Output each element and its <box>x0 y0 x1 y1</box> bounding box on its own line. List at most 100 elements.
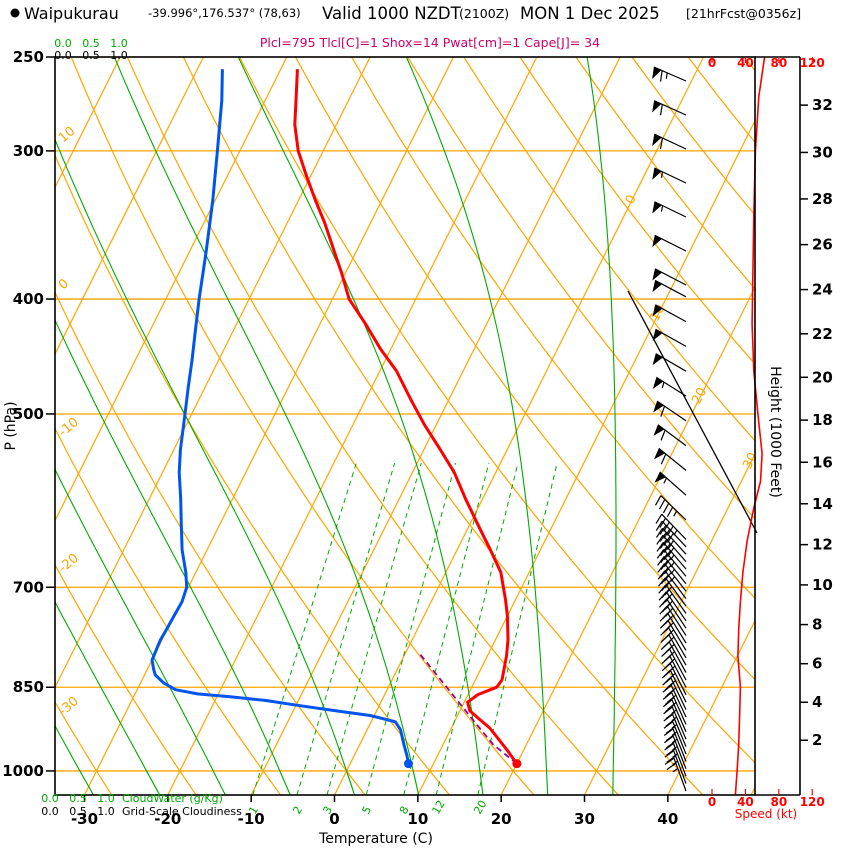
wind-barb-full <box>666 748 676 756</box>
isotherm-line <box>333 57 705 795</box>
wind-barb-staff <box>656 400 687 422</box>
cloudiness-scale-title: Grid-Scale Cloudiness <box>122 805 242 818</box>
wind-barb-full <box>663 543 671 554</box>
height-tick-label: 18 <box>812 411 833 429</box>
isotherm-line <box>55 57 205 356</box>
dry-adiabat-line <box>519 57 755 365</box>
wind-barb-full <box>663 564 672 575</box>
wind-barb-full <box>664 579 673 589</box>
mixing-ratio-label: 20 <box>471 798 489 817</box>
dry-adiabat-line <box>294 57 755 681</box>
theta-label: -20 <box>56 551 82 576</box>
wind-barb-half <box>672 767 679 773</box>
moist-adiabat-line <box>405 57 549 795</box>
stability-indices: Plcl=795 Tlcl[C]=1 Shox=14 Pwat[cm]=1 Ca… <box>260 35 600 50</box>
wind-barb-pennant <box>652 280 663 293</box>
dry-adiabat-line <box>55 290 366 795</box>
pressure-tick-label: 300 <box>13 142 44 160</box>
wind-barb-full <box>663 728 674 736</box>
wind-barb-pennant <box>653 448 666 460</box>
wind-barb-half <box>672 760 678 766</box>
dry-adiabat-line <box>55 153 451 795</box>
wind-barb-full <box>661 581 670 592</box>
surface-dewpoint-dot <box>403 759 413 769</box>
dry-adiabat-line <box>407 57 755 520</box>
wind-barb-full <box>666 672 676 682</box>
wind-speed-profile-line <box>734 56 766 795</box>
wind-barb-pennant <box>652 353 663 366</box>
isotherm-line <box>250 57 621 795</box>
cloudwater-scale-title: CloudWater (g/Kg) <box>122 792 223 805</box>
cloudiness-scale-bottom: 0.5 <box>69 805 87 818</box>
wind-barb-pennant <box>652 377 664 389</box>
wind-barb-full <box>666 687 677 696</box>
wind-barb-full <box>666 506 674 518</box>
wind-barb-full <box>666 762 677 771</box>
wind-barb-pennant <box>652 268 663 281</box>
wind-barb-half <box>671 723 678 729</box>
wind-barb-half <box>665 72 668 79</box>
temperature-tick-label: 20 <box>491 810 512 828</box>
surface-temperature-dot <box>512 759 522 769</box>
wind-barb-full <box>665 614 674 624</box>
height-tick-label: 6 <box>812 655 822 673</box>
diagonal-marker-line <box>627 290 758 534</box>
isotherm-label: 30 <box>740 450 761 472</box>
wind-barb-half <box>672 753 678 758</box>
dry-adiabat-line <box>182 57 704 795</box>
cloudiness-scale-top: 0.0 <box>54 49 72 62</box>
wind-barb-half <box>661 381 665 389</box>
wind-barb-full <box>664 743 674 751</box>
wind-barb-full <box>659 517 667 528</box>
station-name: Waipukurau <box>24 4 119 23</box>
wind-barb-full <box>666 740 676 749</box>
wind-barb-half <box>671 731 678 736</box>
moist-adiabat-line <box>55 600 161 795</box>
isotherm-line <box>167 57 538 795</box>
wind-barb-full <box>660 405 666 417</box>
wind-barb-full <box>659 104 663 116</box>
wind-barb-full <box>656 527 664 538</box>
cloudwater-scale-top: 1.0 <box>110 37 128 50</box>
wind-barb-half <box>673 510 678 517</box>
theta-label: -30 <box>56 694 82 719</box>
wind-barb-full <box>654 495 662 506</box>
wind-barb-full <box>666 680 676 689</box>
skewt-grid-layer <box>55 57 755 795</box>
wind-barb-half <box>660 205 664 212</box>
wind-barb-full <box>666 755 677 763</box>
wind-barb-half <box>673 529 678 536</box>
theta-label: -10 <box>56 415 82 440</box>
wind-barb-half <box>670 576 676 582</box>
wind-barb-full <box>659 539 668 549</box>
wind-barb-full <box>664 571 672 582</box>
wind-barb-full <box>660 429 666 441</box>
dry-adiabat-line <box>238 57 755 764</box>
valid-time: Valid 1000 NZDT <box>322 4 462 23</box>
height-tick-label: 10 <box>812 576 833 594</box>
plot-frame <box>54 56 756 796</box>
speed-tick-label-bottom: 0 <box>708 795 716 809</box>
height-tick-label: 16 <box>812 453 833 471</box>
wind-barb-full <box>662 503 670 514</box>
wind-barb-full <box>657 556 665 566</box>
wind-barb-full <box>664 600 673 610</box>
wind-barb-full <box>656 542 664 552</box>
wind-barb-pennant <box>652 329 663 341</box>
isotherm-line <box>583 452 755 795</box>
wind-barb-full <box>666 651 675 660</box>
dry-adiabat-line <box>351 57 755 600</box>
isotherm-line <box>83 57 455 795</box>
wind-barb-pennant <box>652 134 662 147</box>
height-tick-label: 14 <box>812 495 833 513</box>
cloudiness-scale-top: 0.5 <box>82 49 100 62</box>
wind-barb-pennant <box>652 67 662 79</box>
temperature-tick-label: -10 <box>238 810 265 828</box>
wind-barb-full <box>660 453 667 465</box>
temperature-axis-title: Temperature (C) <box>318 831 433 847</box>
cloudiness-scale-top: 1.0 <box>110 49 128 62</box>
wind-barb-full <box>660 567 669 578</box>
